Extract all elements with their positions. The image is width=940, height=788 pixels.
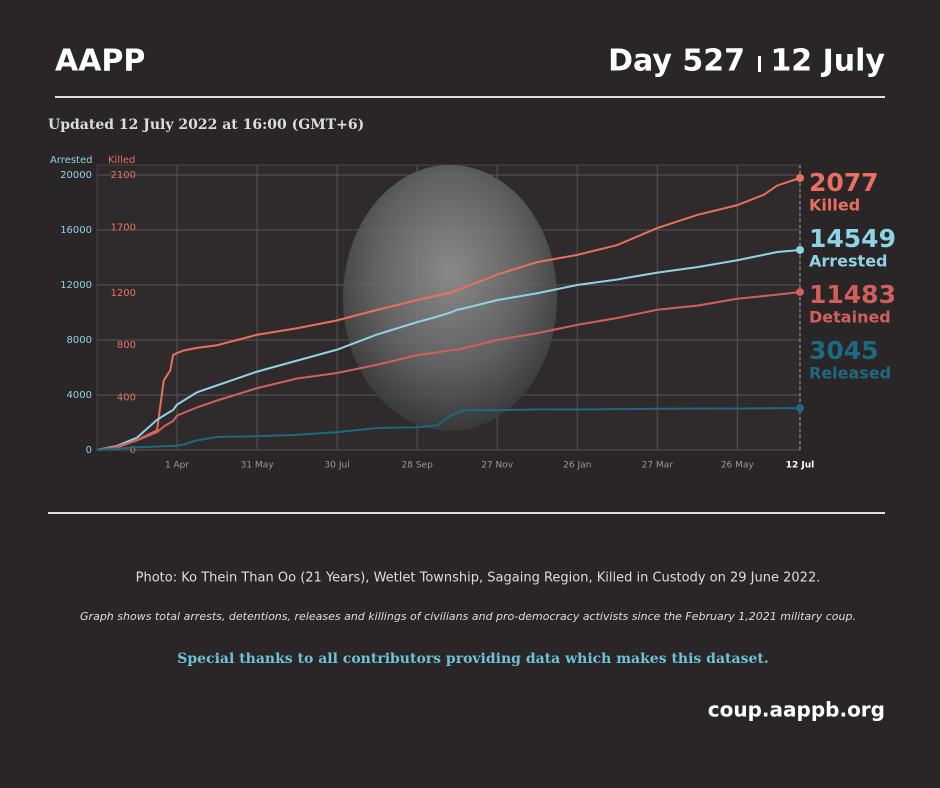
value-label: 11483 <box>809 280 896 309</box>
org-title: AAPP <box>55 44 145 79</box>
legend-label: Killed <box>809 196 860 215</box>
end-dot <box>796 174 804 183</box>
end-dot <box>796 245 804 254</box>
note: Graph shows total arrests, detentions, r… <box>80 610 856 623</box>
x-tick-label: 1 Apr <box>165 461 189 471</box>
series-line <box>96 248 801 451</box>
series-line <box>96 407 801 451</box>
photo-caption: Photo: Ko Thein Than Oo (21 Years), Wetl… <box>136 571 821 586</box>
y-tick-label: 0 <box>86 445 92 456</box>
y2-tick-label: 800 <box>117 340 136 351</box>
y-tick-label: 8000 <box>67 335 92 346</box>
day-label: Day 527 <box>608 44 745 79</box>
value-label: 3045 <box>809 336 879 365</box>
x-tick-label: 27 Nov <box>481 461 514 471</box>
x-tick-label: 27 Mar <box>642 461 674 471</box>
x-tick-label: 12 Jul <box>786 461 815 471</box>
legend-label: Detained <box>809 308 891 327</box>
date-label: 12 July <box>770 44 885 79</box>
y2-axis-label: Killed <box>108 155 135 166</box>
end-dot <box>796 288 804 297</box>
x-tick-label: 30 Jul <box>325 461 350 471</box>
value-label: 2077 <box>809 168 879 197</box>
y2-tick-label: 1700 <box>111 222 136 233</box>
x-tick-label: 28 Sep <box>402 461 434 471</box>
y2-tick-label: 0 <box>130 445 136 456</box>
y-tick-label: 4000 <box>67 390 92 401</box>
value-label: 14549 <box>809 224 896 253</box>
legend-label: Arrested <box>809 252 888 271</box>
separator <box>758 56 761 72</box>
url: coup.aappb.org <box>708 698 885 722</box>
y2-tick-label: 1200 <box>111 288 136 299</box>
legend-label: Released <box>809 364 891 383</box>
photo <box>343 165 557 431</box>
y-axis-label: Arrested <box>50 155 92 166</box>
y2-tick-label: 400 <box>117 393 136 404</box>
series-line <box>96 177 801 451</box>
thanks: Special thanks to all contributors provi… <box>177 651 768 667</box>
y-tick-label: 16000 <box>60 225 92 236</box>
y-tick-label: 20000 <box>60 170 92 181</box>
series-line <box>96 291 801 451</box>
end-dot <box>796 404 804 413</box>
y2-tick-label: 2100 <box>111 170 136 181</box>
x-tick-label: 26 May <box>721 461 755 471</box>
x-tick-label: 31 May <box>241 461 275 471</box>
updated: Updated 12 July 2022 at 16:00 (GMT+6) <box>48 117 364 133</box>
y-tick-label: 12000 <box>60 280 92 291</box>
x-tick-label: 26 Jan <box>563 461 591 471</box>
